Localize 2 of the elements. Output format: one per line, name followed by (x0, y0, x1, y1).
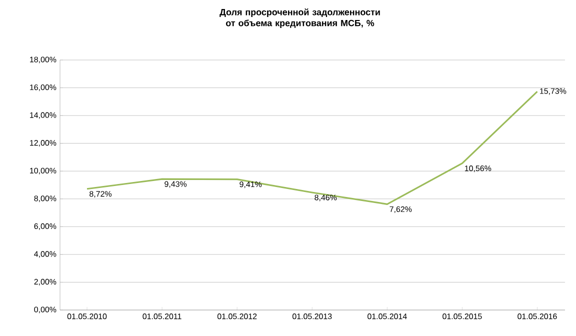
chart-title: Доля просроченной задолженности от объема кредитования МСБ, % (220, 8, 380, 28)
line-series (86, 90, 538, 205)
